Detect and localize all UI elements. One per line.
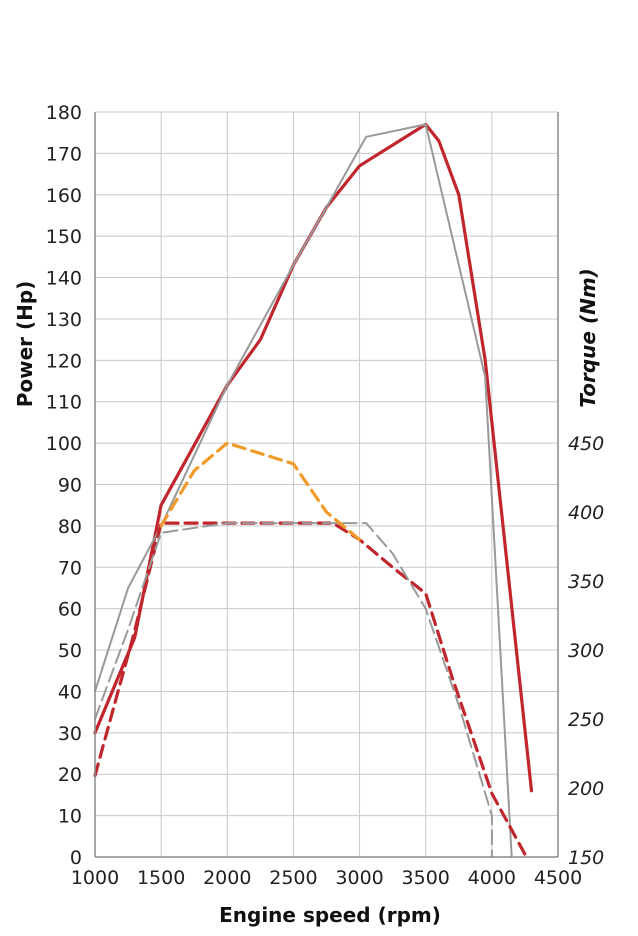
y-tick-label: 30	[58, 723, 82, 745]
y-tick-label: 110	[46, 392, 82, 414]
y-tick-label: 150	[46, 226, 82, 248]
y-axis-title: Power (Hp)	[13, 281, 37, 408]
series-line-5	[159, 441, 362, 542]
series-line-4	[94, 522, 493, 858]
y-tick-label: 140	[46, 268, 82, 290]
y-tick-label: 90	[58, 475, 82, 497]
x-axis-title: Engine speed (rpm)	[219, 903, 441, 927]
y2-tick-label: 250	[568, 709, 604, 731]
y2-tick-label: 450	[568, 433, 604, 455]
y-tick-label: 70	[58, 557, 82, 579]
y-tick-label: 180	[46, 102, 82, 124]
grid	[95, 111, 559, 857]
y-tick-label: 40	[58, 681, 82, 703]
series-layer	[93, 122, 534, 858]
y-tick-label: 80	[58, 516, 82, 538]
tick-labels: 0 10 20 30 40 50 60 70 80 90 100 110 120 130 140 150 160…	[46, 102, 605, 889]
axes	[94, 112, 559, 858]
x-tick-label: 1500	[137, 867, 185, 889]
y-tick-label: 170	[46, 143, 82, 165]
y-tick-label: 60	[58, 599, 82, 621]
series-line-1	[93, 122, 534, 793]
x-tick-label: 1000	[71, 867, 119, 889]
y2-tick-label: 350	[568, 571, 604, 593]
x-tick-label: 4000	[468, 867, 516, 889]
x-tick-label: 2000	[203, 867, 251, 889]
y-tick-label: 130	[46, 309, 82, 331]
x-tick-label: 2500	[269, 867, 317, 889]
x-tick-label: 4500	[534, 867, 582, 889]
y-tick-label: 50	[58, 640, 82, 662]
x-tick-label: 3500	[402, 867, 450, 889]
y-tick-label: 100	[46, 433, 82, 455]
y2-axis-title: Torque (Nm)	[576, 268, 600, 408]
y2-tick-label: 150	[568, 847, 604, 869]
y-tick-label: 160	[46, 185, 82, 207]
y-tick-label: 10	[58, 806, 82, 828]
y2-tick-label: 300	[568, 640, 604, 662]
y-tick-label: 0	[70, 847, 82, 869]
series-line-3	[93, 521, 527, 856]
x-tick-label: 3000	[335, 867, 383, 889]
y2-tick-label: 400	[568, 502, 604, 524]
y-tick-label: 120	[46, 350, 82, 372]
y-tick-label: 20	[58, 764, 82, 786]
y2-tick-label: 200	[568, 778, 604, 800]
series-line-2	[94, 123, 513, 858]
